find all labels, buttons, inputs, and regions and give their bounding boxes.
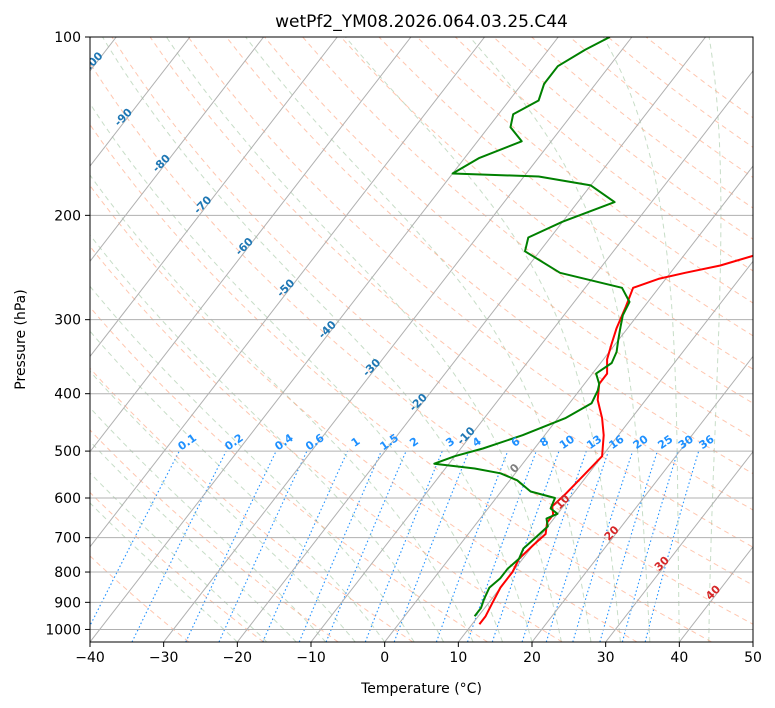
x-tick-label: 10: [449, 650, 467, 666]
isotherm-line: [90, 37, 559, 642]
moist-adiabat-line: [245, 37, 592, 642]
isotherm-line: [90, 37, 412, 453]
isotherm-line: [90, 37, 338, 358]
sounding-series: [433, 37, 753, 625]
x-tick-label: 40: [670, 650, 688, 666]
dry-adiabat-line: [90, 429, 339, 642]
y-axis-ticks: 100 200 300 400 500 600 700 800 900 1000: [45, 30, 90, 638]
isotherm-line: [605, 450, 753, 642]
mixing-ratio-line: [572, 450, 634, 642]
dry-adiabat-line: [90, 62, 753, 625]
chart-title: wetPf2_YM08.2026.064.03.25.C44: [275, 12, 568, 32]
isotherm-line: [90, 37, 264, 263]
x-axis-ticks: −40 −30 −20 −10 0 10 20 30 40 50: [75, 642, 762, 666]
moist-adiabat-line: [90, 407, 327, 642]
x-tick-label: −20: [223, 650, 253, 666]
dry-adiabat-line: [90, 184, 638, 642]
dry-adiabats: [90, 37, 753, 642]
temperature-profile-line: [478, 254, 753, 625]
dry-adiabat-line: [187, 37, 753, 511]
isotherm-line: [236, 37, 706, 642]
isotherm-line: [310, 70, 753, 642]
y-tick-label: 800: [54, 565, 81, 581]
dry-adiabat-line: [302, 37, 753, 404]
moist-adiabat-line: [90, 330, 386, 642]
y-tick-label: 400: [54, 387, 81, 403]
moist-adiabat-line: [90, 370, 356, 642]
dry-adiabat-line: [90, 123, 712, 642]
y-tick-label: 200: [54, 208, 81, 224]
y-tick-label: 1000: [45, 622, 81, 638]
moist-adiabat-line: [102, 37, 533, 642]
y-tick-label: 100: [54, 30, 81, 46]
x-tick-label: 20: [523, 650, 541, 666]
mixing-ratio-line: [298, 450, 382, 642]
x-axis-label: Temperature (°C): [360, 681, 482, 697]
y-tick-label: 300: [54, 313, 81, 329]
mixing-ratio-line: [521, 450, 587, 642]
moist-adiabat-line: [469, 37, 651, 642]
moist-adiabat-line: [345, 37, 621, 642]
y-tick-label: 700: [54, 531, 81, 547]
isotherm-line: [163, 37, 633, 642]
dry-adiabat-line: [90, 245, 563, 642]
y-tick-label: 900: [54, 595, 81, 611]
x-tick-label: −40: [75, 650, 105, 666]
y-tick-label: 600: [54, 491, 81, 507]
moist-adiabat-line: [90, 102, 503, 642]
mixing-ratio-line: [364, 450, 443, 642]
isotherm-line: [90, 37, 485, 548]
x-tick-label: 0: [380, 650, 389, 666]
mixing-ratio-line: [545, 450, 610, 642]
plot-frame: [89, 36, 754, 643]
dewpoint-profile-line: [433, 37, 631, 617]
mixing-ratio-line: [599, 450, 658, 642]
isotherm-line: [90, 37, 191, 167]
x-tick-label: 50: [744, 650, 762, 666]
isotherm-line: [531, 355, 753, 642]
mixing-ratio-line: [621, 450, 679, 642]
isobar-gridlines: [90, 37, 753, 630]
mixing-ratio-line: [262, 450, 349, 642]
y-tick-label: 500: [54, 444, 81, 460]
mixing-ratio-line: [466, 450, 537, 642]
moist-adiabat-line: [90, 234, 445, 642]
x-tick-label: −30: [149, 650, 179, 666]
mixing-ratio-line: [435, 450, 509, 642]
y-axis-label: Pressure (hPa): [13, 289, 29, 389]
dry-adiabat-line: [378, 37, 753, 337]
x-tick-label: 30: [597, 650, 615, 666]
dry-adiabat-line: [90, 555, 190, 642]
dry-adiabat-line: [90, 306, 488, 642]
dry-adiabat-line: [149, 37, 753, 548]
x-tick-label: −10: [296, 650, 326, 666]
moist-adiabat-line: [90, 174, 474, 642]
